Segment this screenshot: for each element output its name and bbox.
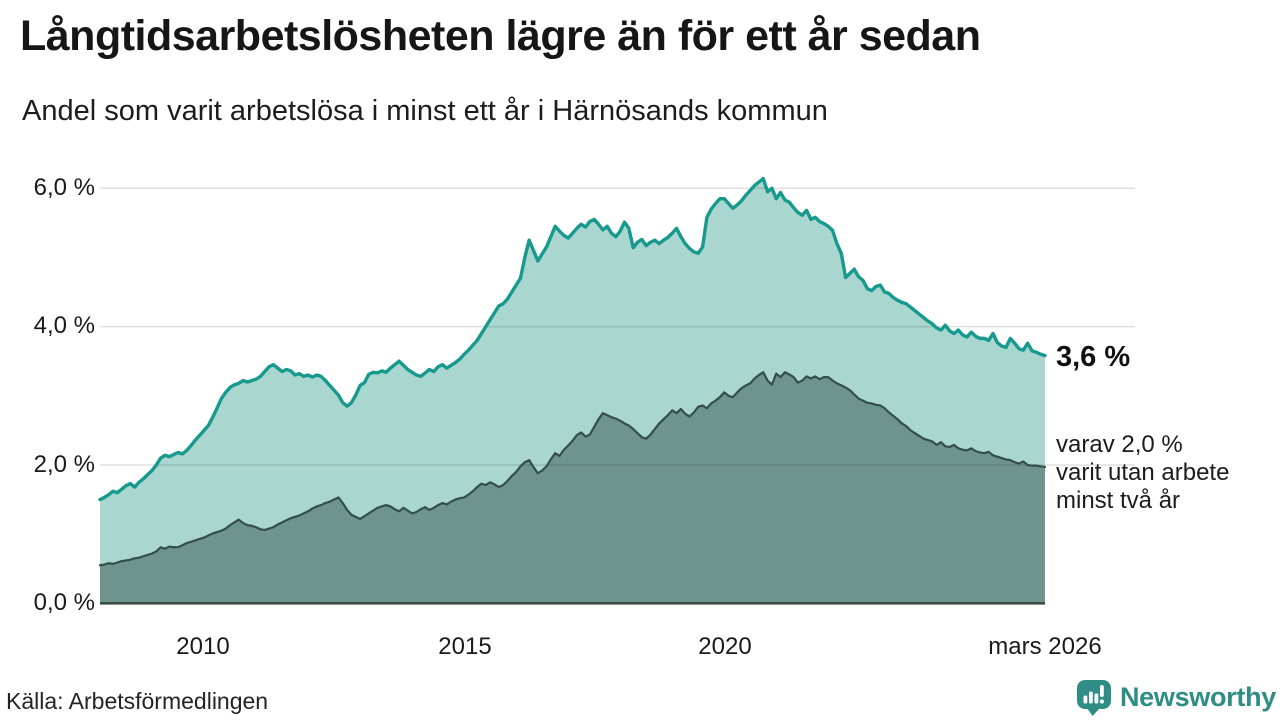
brand-logo: Newsworthy <box>1076 679 1276 716</box>
y-tick-2: 2,0 % <box>33 451 95 478</box>
x-tick-2010: 2010 <box>176 633 230 660</box>
newsworthy-icon <box>1076 680 1111 716</box>
x-tick-2015: 2015 <box>438 633 492 660</box>
gridlines <box>100 187 1135 466</box>
y-tick-0: 0,0 % <box>33 589 95 616</box>
x-tick-latest: mars 2026 <box>988 633 1102 660</box>
source-note: Källa: Arbetsförmedlingen <box>6 688 269 714</box>
subset-note-callout: varav 2,0 % varit utan arbete minst två … <box>1056 431 1229 515</box>
series-subset-line <box>98 371 1047 567</box>
page-title: Långtidsarbetslösheten lägre än för ett … <box>20 12 981 60</box>
x-tick-2020: 2020 <box>698 633 752 660</box>
subset-note-line1: varav 2,0 % <box>1056 431 1183 458</box>
subset-note-line3: minst två år <box>1056 487 1181 514</box>
y-tick-6: 6,0 % <box>33 174 95 201</box>
page-subtitle: Andel som varit arbetslösa i minst ett å… <box>22 95 828 127</box>
latest-value-callout: 3,6 % <box>1056 341 1131 373</box>
subset-note-line2: varit utan arbete <box>1056 459 1230 486</box>
brand-wordmark: Newsworthy <box>1119 682 1276 712</box>
y-tick-4: 4,0 % <box>33 312 95 339</box>
series-subset-area <box>100 372 1045 604</box>
series-total-line <box>98 176 1047 502</box>
